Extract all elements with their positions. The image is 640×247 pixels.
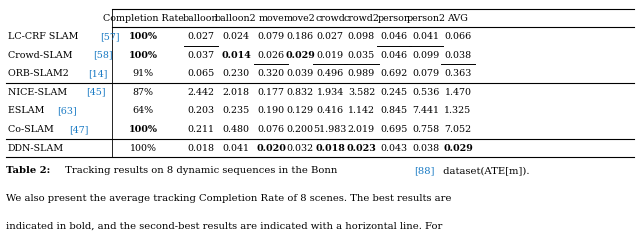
Text: 7.052: 7.052 — [444, 125, 472, 134]
Text: 0.695: 0.695 — [380, 125, 408, 134]
Text: person: person — [378, 14, 410, 23]
Text: 1.325: 1.325 — [444, 106, 472, 115]
Text: 0.020: 0.020 — [256, 144, 286, 153]
Text: 0.066: 0.066 — [444, 32, 472, 41]
Text: 1.470: 1.470 — [445, 88, 472, 97]
Text: person2: person2 — [406, 14, 445, 23]
Text: 0.099: 0.099 — [412, 51, 440, 60]
Text: 0.245: 0.245 — [380, 88, 408, 97]
Text: 0.416: 0.416 — [316, 106, 344, 115]
Text: 0.024: 0.024 — [223, 32, 250, 41]
Text: 0.098: 0.098 — [348, 32, 375, 41]
Text: Completion Rate: Completion Rate — [102, 14, 184, 23]
Text: 0.019: 0.019 — [316, 51, 344, 60]
Text: 0.029: 0.029 — [285, 51, 315, 60]
Text: move2: move2 — [284, 14, 316, 23]
Text: 0.038: 0.038 — [412, 144, 440, 153]
Text: NICE-SLAM: NICE-SLAM — [8, 88, 70, 97]
Text: 0.076: 0.076 — [257, 125, 285, 134]
Text: 0.200: 0.200 — [287, 125, 314, 134]
Text: 0.129: 0.129 — [286, 106, 314, 115]
Text: 64%: 64% — [132, 106, 154, 115]
Text: 0.027: 0.027 — [317, 32, 344, 41]
Text: ESLAM: ESLAM — [8, 106, 47, 115]
Text: 87%: 87% — [132, 88, 154, 97]
Text: 0.026: 0.026 — [257, 51, 285, 60]
Text: dataset(ATE[m]).: dataset(ATE[m]). — [440, 166, 530, 175]
Text: DDN-SLAM: DDN-SLAM — [8, 144, 64, 153]
Text: 1.934: 1.934 — [316, 88, 344, 97]
Text: We also present the average tracking Completion Rate of 8 scenes. The best resul: We also present the average tracking Com… — [6, 194, 452, 203]
Text: 0.190: 0.190 — [257, 106, 285, 115]
Text: move: move — [258, 14, 284, 23]
Text: 0.043: 0.043 — [380, 144, 408, 153]
Text: [14]: [14] — [88, 69, 108, 78]
Text: 0.046: 0.046 — [380, 51, 408, 60]
Text: Tracking results on 8 dynamic sequences in the Bonn: Tracking results on 8 dynamic sequences … — [62, 166, 341, 175]
Text: 0.041: 0.041 — [413, 32, 440, 41]
Text: 0.079: 0.079 — [257, 32, 285, 41]
Text: 0.029: 0.029 — [443, 144, 473, 153]
Text: indicated in bold, and the second-best results are indicated with a horizontal l: indicated in bold, and the second-best r… — [6, 222, 443, 230]
Text: 0.027: 0.027 — [188, 32, 214, 41]
Text: 100%: 100% — [129, 32, 157, 41]
Text: 0.041: 0.041 — [223, 144, 250, 153]
Text: 2.442: 2.442 — [188, 88, 214, 97]
Text: crowd2: crowd2 — [344, 14, 380, 23]
Text: 0.536: 0.536 — [412, 88, 440, 97]
Text: 0.230: 0.230 — [222, 69, 250, 78]
Text: balloon: balloon — [183, 14, 219, 23]
Text: 2.019: 2.019 — [348, 125, 375, 134]
Text: 0.211: 0.211 — [188, 125, 214, 134]
Text: Crowd-SLAM: Crowd-SLAM — [8, 51, 75, 60]
Text: 0.480: 0.480 — [223, 125, 250, 134]
Text: 0.038: 0.038 — [444, 51, 472, 60]
Text: 7.441: 7.441 — [413, 106, 440, 115]
Text: [63]: [63] — [58, 106, 77, 115]
Text: 51.983: 51.983 — [314, 125, 347, 134]
Text: 0.065: 0.065 — [188, 69, 214, 78]
Text: 100%: 100% — [129, 51, 157, 60]
Text: 0.320: 0.320 — [257, 69, 285, 78]
Text: 0.032: 0.032 — [286, 144, 314, 153]
Text: [45]: [45] — [86, 88, 106, 97]
Text: 0.014: 0.014 — [221, 51, 251, 60]
Text: 0.079: 0.079 — [412, 69, 440, 78]
Text: crowd: crowd — [315, 14, 345, 23]
Text: 100%: 100% — [129, 125, 157, 134]
Text: 0.037: 0.037 — [188, 51, 214, 60]
Text: 1.142: 1.142 — [348, 106, 375, 115]
Text: 0.177: 0.177 — [257, 88, 285, 97]
Text: Table 2:: Table 2: — [6, 166, 51, 175]
Text: 0.023: 0.023 — [346, 144, 376, 153]
Text: [88]: [88] — [415, 166, 435, 175]
Text: 100%: 100% — [130, 144, 157, 153]
Text: [57]: [57] — [100, 32, 120, 41]
Text: 0.018: 0.018 — [188, 144, 214, 153]
Text: 0.046: 0.046 — [380, 32, 408, 41]
Text: 0.845: 0.845 — [380, 106, 408, 115]
Text: LC-CRF SLAM: LC-CRF SLAM — [8, 32, 81, 41]
Text: 2.018: 2.018 — [223, 88, 250, 97]
Text: 0.203: 0.203 — [188, 106, 214, 115]
Text: 0.692: 0.692 — [380, 69, 408, 78]
Text: 3.582: 3.582 — [348, 88, 375, 97]
Text: [47]: [47] — [69, 125, 89, 134]
Text: 0.039: 0.039 — [286, 69, 314, 78]
Text: 0.018: 0.018 — [315, 144, 345, 153]
Text: 0.496: 0.496 — [316, 69, 344, 78]
Text: 0.989: 0.989 — [348, 69, 375, 78]
Text: AVG: AVG — [447, 14, 468, 23]
Text: 0.363: 0.363 — [444, 69, 472, 78]
Text: 0.035: 0.035 — [348, 51, 375, 60]
Text: 0.235: 0.235 — [222, 106, 250, 115]
Text: 0.758: 0.758 — [412, 125, 440, 134]
Text: ORB-SLAM2: ORB-SLAM2 — [8, 69, 72, 78]
Text: Co-SLAM: Co-SLAM — [8, 125, 56, 134]
Text: balloon2: balloon2 — [215, 14, 257, 23]
Text: 0.832: 0.832 — [286, 88, 314, 97]
Text: [58]: [58] — [93, 51, 113, 60]
Text: 91%: 91% — [132, 69, 154, 78]
Text: 0.186: 0.186 — [286, 32, 314, 41]
